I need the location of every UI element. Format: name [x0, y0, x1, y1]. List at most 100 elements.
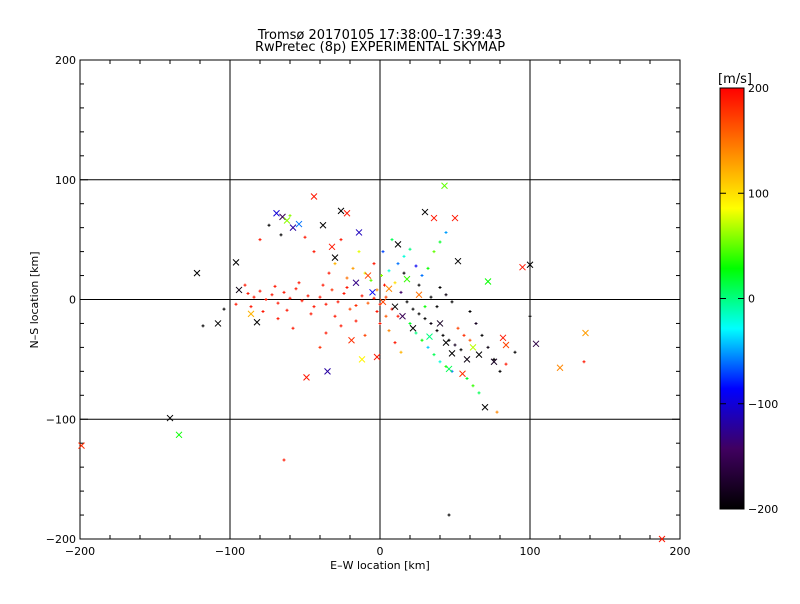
- data-marker-x: [247, 310, 255, 318]
- data-marker-x: [273, 209, 280, 217]
- data-point: [258, 238, 262, 242]
- data-point: [582, 360, 586, 364]
- data-point: [327, 271, 331, 275]
- colorbar-tick-label: 100: [748, 187, 769, 200]
- data-point: [399, 350, 403, 354]
- data-point: [378, 321, 382, 325]
- data-point: [291, 326, 295, 330]
- data-point: [444, 293, 448, 297]
- data-point: [513, 350, 517, 354]
- data-point: [438, 286, 442, 290]
- data-point: [528, 314, 532, 318]
- data-point: [486, 345, 490, 349]
- data-point: [276, 301, 280, 305]
- data-marker-x: [484, 278, 492, 285]
- data-point: [453, 343, 457, 347]
- data-point: [282, 458, 286, 462]
- data-point: [279, 233, 283, 237]
- data-marker-x: [369, 288, 376, 296]
- data-marker-x: [232, 259, 240, 266]
- data-point: [492, 357, 496, 361]
- chart-subtitle: RwPretec (8p) EXPERIMENTAL SKYMAP: [255, 40, 505, 55]
- data-point: [249, 305, 253, 309]
- data-point: [429, 295, 433, 299]
- chart-title: Tromsø 20170105 17:38:00–17:39:43: [257, 28, 502, 43]
- data-marker-x: [421, 208, 429, 216]
- data-marker-x: [409, 324, 417, 332]
- data-marker-x: [289, 224, 297, 232]
- y-tick-label: 0: [69, 294, 76, 307]
- data-point: [405, 300, 409, 304]
- data-point: [396, 314, 400, 318]
- data-marker-x: [526, 261, 534, 269]
- data-point: [477, 391, 481, 395]
- data-point: [369, 278, 373, 282]
- y-tick-labels: −200 −100 0 100 200: [46, 54, 76, 546]
- data-point: [447, 513, 451, 517]
- data-point: [372, 262, 376, 266]
- data-marker-x: [166, 414, 174, 422]
- colorbar-tick-label: −200: [748, 503, 778, 516]
- data-point: [375, 288, 379, 292]
- data-point: [309, 312, 313, 316]
- data-point: [324, 302, 328, 306]
- data-marker-x: [451, 214, 459, 222]
- data-point: [480, 333, 484, 337]
- data-marker-x: [391, 303, 399, 311]
- data-point: [390, 238, 394, 242]
- data-point: [342, 292, 346, 296]
- data-point: [333, 314, 337, 318]
- data-point: [264, 298, 268, 301]
- data-marker-x: [556, 364, 564, 372]
- data-marker-x: [459, 370, 466, 378]
- data-point: [441, 333, 445, 337]
- data-point: [288, 296, 292, 300]
- data-point: [383, 283, 386, 287]
- data-point: [318, 345, 322, 349]
- data-point: [393, 341, 397, 345]
- data-point: [435, 305, 439, 309]
- data-point: [246, 292, 250, 296]
- data-point: [408, 321, 412, 325]
- data-point: [324, 331, 328, 335]
- data-point: [465, 377, 469, 381]
- data-point: [312, 305, 316, 309]
- data-point: [384, 295, 388, 299]
- data-marker-x: [373, 353, 381, 361]
- data-point: [393, 281, 397, 285]
- data-point: [300, 299, 304, 303]
- data-marker-x: [445, 365, 453, 373]
- data-point: [201, 324, 205, 328]
- data-point: [354, 303, 358, 307]
- data-marker-x: [358, 356, 366, 363]
- data-point: [366, 301, 370, 305]
- y-tick-label: −100: [46, 413, 76, 426]
- y-tick-label: 100: [55, 174, 76, 187]
- data-marker-x: [499, 334, 507, 342]
- data-point: [336, 300, 340, 304]
- data-point: [471, 384, 475, 388]
- data-point: [456, 326, 460, 330]
- data-point: [384, 314, 388, 318]
- data-marker-x: [175, 431, 183, 439]
- data-point: [417, 312, 421, 316]
- axis-ticks: [79, 59, 681, 540]
- data-point: [380, 274, 383, 278]
- data-point: [339, 324, 343, 328]
- data-point: [339, 238, 343, 242]
- data-marker-x: [481, 403, 489, 411]
- data-point: [462, 333, 466, 337]
- data-point: [495, 410, 499, 414]
- data-marker-x: [253, 318, 261, 326]
- data-point: [402, 254, 406, 258]
- data-point: [321, 283, 325, 287]
- data-marker-x: [364, 272, 372, 279]
- data-point: [498, 369, 502, 373]
- y-tick-label: −200: [46, 533, 76, 546]
- data-point: [360, 294, 364, 298]
- data-point: [354, 319, 358, 323]
- data-marker-x: [394, 241, 402, 248]
- data-point: [429, 321, 433, 325]
- data-point: [381, 250, 385, 254]
- data-point: [351, 266, 355, 270]
